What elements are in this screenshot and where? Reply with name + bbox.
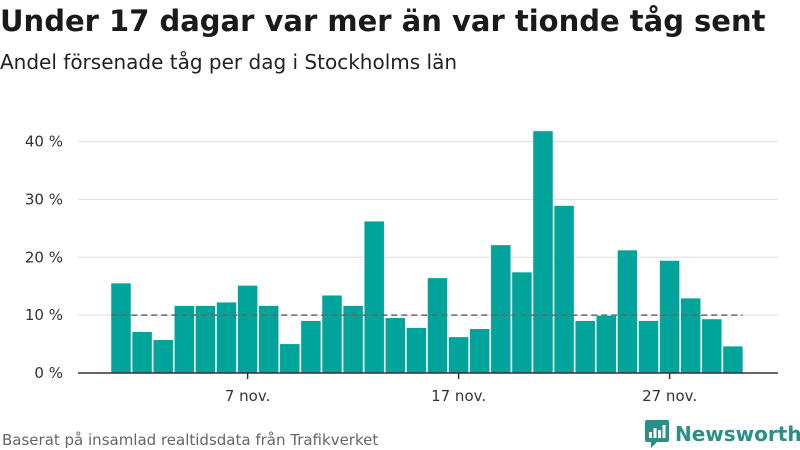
bar — [364, 221, 384, 373]
axes: 0 % 10 % 20 % 30 % 40 % 7 nov. 17 nov. 27 nov. — [25, 133, 778, 405]
bar — [322, 295, 342, 373]
bar — [237, 285, 258, 373]
bar — [469, 329, 490, 373]
bars — [111, 131, 743, 373]
brand-name: Newsworthy — [675, 422, 800, 446]
bar — [427, 278, 448, 373]
brand-logo: Newsworthy — [644, 419, 800, 449]
x-tick-label: 7 nov. — [225, 387, 270, 405]
bar — [680, 298, 701, 373]
bar — [258, 305, 279, 373]
bar — [596, 315, 617, 373]
y-tick-label: 10 % — [25, 306, 63, 324]
bar — [385, 318, 406, 373]
chart-title: Under 17 dagar var mer än var tionde tåg… — [0, 4, 766, 38]
bar — [575, 320, 595, 373]
y-tick-label: 30 % — [25, 190, 63, 208]
bar — [512, 272, 532, 373]
y-tick-label: 20 % — [25, 248, 63, 266]
y-tick-label: 0 % — [34, 364, 63, 382]
bar — [617, 250, 638, 373]
x-tick-label: 27 nov. — [642, 387, 697, 405]
bar — [174, 305, 195, 373]
x-tick-label: 17 nov. — [431, 387, 486, 405]
bar — [554, 205, 574, 373]
bar — [111, 283, 131, 373]
bar — [491, 245, 511, 373]
bar — [216, 302, 237, 373]
y-tick-label: 40 % — [25, 133, 63, 151]
source-note: Baserat på insamlad realtidsdata från Tr… — [2, 431, 379, 449]
bar — [132, 331, 152, 373]
bar — [702, 319, 722, 373]
bar — [195, 305, 216, 373]
bar — [448, 337, 469, 373]
bar — [638, 320, 659, 373]
bar-chart: 0 % 10 % 20 % 30 % 40 % 7 nov. 17 nov. 27 nov. — [25, 131, 778, 405]
bar — [301, 320, 321, 373]
bar — [659, 260, 680, 373]
bar — [343, 305, 363, 373]
bar — [533, 131, 553, 373]
newsworthy-logo-icon — [645, 420, 669, 448]
bar — [406, 327, 427, 373]
bar — [153, 340, 173, 373]
bar — [723, 346, 743, 373]
bar — [280, 344, 300, 373]
chart-subtitle: Andel försenade tåg per dag i Stockholms… — [0, 50, 458, 74]
